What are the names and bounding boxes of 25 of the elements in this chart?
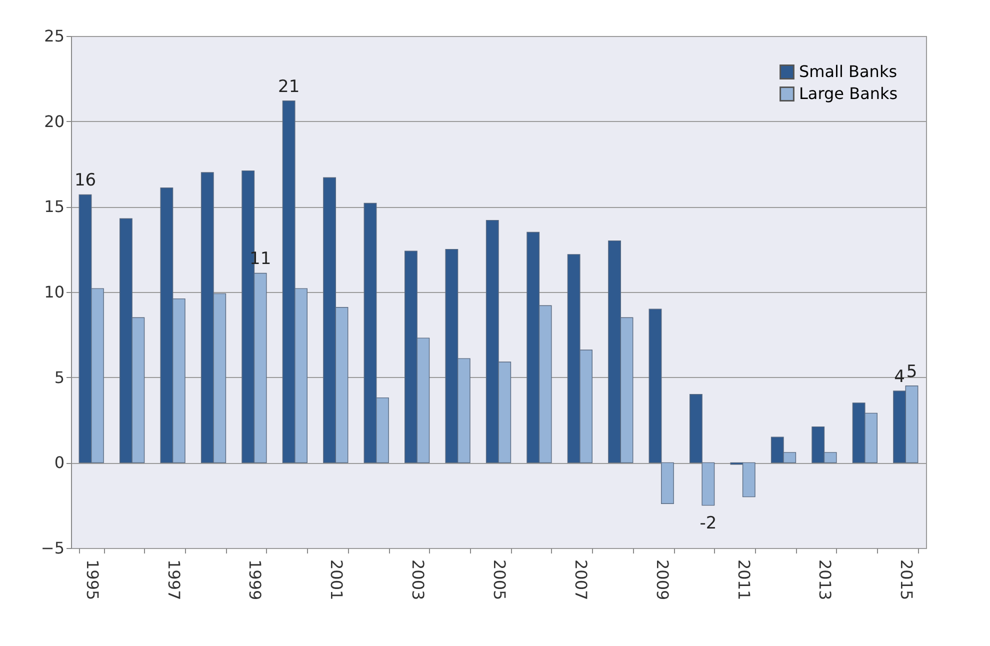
data-label: 16	[74, 170, 96, 191]
y-tick-label: 25	[44, 26, 64, 46]
x-tick-label: 1995	[82, 560, 102, 600]
x-tick-label: 2001	[327, 560, 346, 600]
y-tick-label: 10	[44, 282, 64, 302]
data-label: 21	[278, 76, 300, 97]
data-label: 5	[906, 362, 918, 382]
x-tick-label: 1997	[164, 560, 184, 600]
x-tick-label: 2015	[897, 560, 916, 600]
x-tick-label: 1999	[246, 560, 265, 600]
legend-label: Large Banks	[799, 84, 898, 103]
x-tick-label: 2009	[652, 560, 672, 600]
data-label: 4	[894, 366, 905, 387]
x-tick-label: 2003	[408, 560, 428, 600]
y-tick-label: 20	[44, 112, 64, 131]
y-tick-label: 5	[54, 368, 64, 387]
y-tick-label: 15	[44, 197, 64, 216]
x-tick-label: 2013	[816, 560, 835, 600]
y-tick-label: 0	[54, 453, 64, 472]
x-tick-label: 2005	[490, 560, 509, 600]
x-tick-label: 2007	[571, 560, 590, 600]
x-tick-label: 2011	[734, 560, 754, 600]
data-label: -2	[700, 513, 717, 534]
y-tick-label: −5	[40, 538, 64, 558]
legend-label: Small Banks	[799, 62, 898, 81]
